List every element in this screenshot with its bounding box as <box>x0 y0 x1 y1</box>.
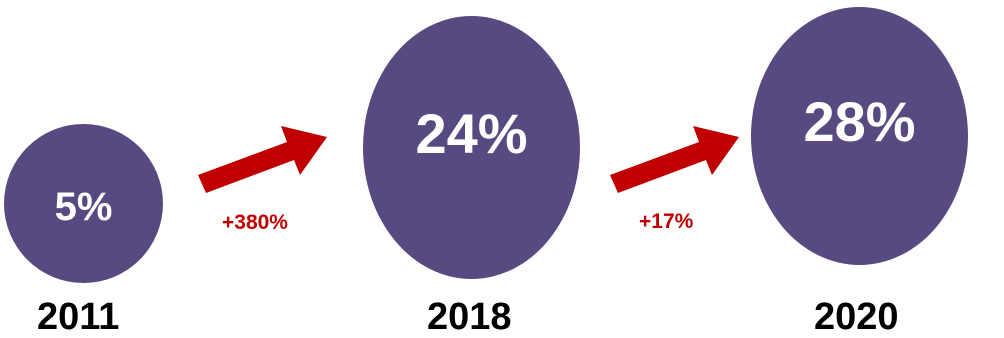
change-label-2018-2020: +17% <box>639 210 694 233</box>
year-label-2020: 2020 <box>814 296 899 338</box>
year-label-2018: 2018 <box>427 296 512 338</box>
value-2020: 28% <box>803 89 916 153</box>
value-2018: 24% <box>415 102 528 165</box>
year-label-2011: 2011 <box>37 296 120 338</box>
change-label-2011-2018: +380% <box>222 211 288 234</box>
circle-2011: 5% <box>4 124 163 283</box>
arrow-icon <box>610 126 739 193</box>
arrow-icon <box>198 126 327 193</box>
value-2011: 5% <box>54 184 113 229</box>
circle-2020: 28% <box>751 7 968 265</box>
circle-2018: 24% <box>363 16 580 279</box>
